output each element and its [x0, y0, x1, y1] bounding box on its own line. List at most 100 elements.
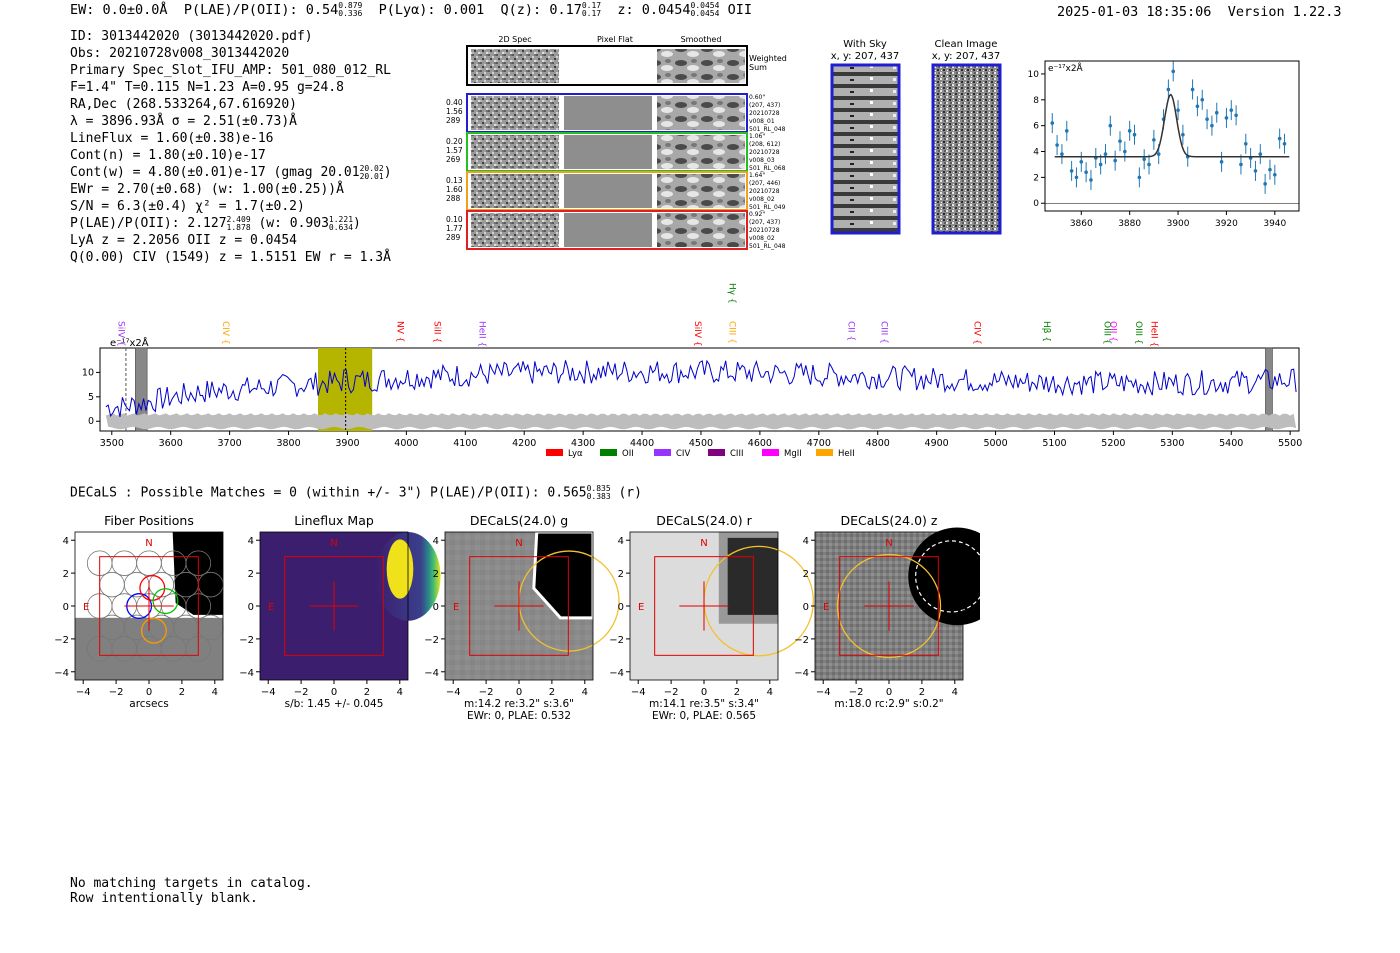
cutout-row-meta: (207, 437)	[749, 219, 780, 226]
spectrum-line-label: HeII {	[1149, 321, 1159, 347]
cutout-row-value: 269	[446, 155, 461, 164]
line-fit-point	[1118, 139, 1122, 143]
spectrum-mask-band	[135, 347, 148, 432]
line-fit-point	[1113, 158, 1117, 163]
line-fit-ylabel: e⁻¹⁷x2Å	[1048, 62, 1084, 74]
info-plae-w-lo: 0.634	[328, 222, 354, 232]
cutout-row-value: 289	[446, 116, 461, 125]
line-fit-point	[1243, 141, 1248, 146]
decals-xtick-label: 2	[179, 687, 185, 698]
line-fit-point	[1137, 175, 1142, 180]
spectrum-ytick-label: 5	[88, 392, 94, 403]
decals-ytick-label: 4	[433, 536, 439, 547]
spectrum-line-label: CIII {	[878, 321, 888, 344]
info-contw-hi: 20.02	[359, 163, 384, 173]
col-smoothed: Smoothed	[681, 35, 722, 44]
info-contw: Cont(w) = 4.80(±0.01)e-17 (gmag 20.01 20.…	[70, 163, 392, 181]
info-civ: Q(0.00) CIV (1549) z = 1.5151 EW r = 1.3…	[70, 250, 391, 265]
cutout-row-meta: 1.64"	[749, 172, 765, 179]
decals-z-source	[908, 527, 980, 626]
spectrum-line-label: CIV {	[220, 321, 230, 345]
header-qz-lo: 0.17	[581, 9, 602, 18]
east-label: E	[823, 602, 829, 613]
cutout-row-value: 1.77	[446, 224, 463, 233]
decals-xtick-label: 4	[212, 687, 218, 698]
line-fit-point	[1181, 132, 1185, 137]
line-fit-point	[1084, 170, 1088, 175]
legend-swatch	[816, 449, 833, 456]
cutout-row-meta: 501_RL_049	[749, 204, 786, 211]
north-label: N	[515, 538, 522, 549]
decals-ytick-label: 2	[618, 569, 624, 580]
line-fit-point	[1268, 167, 1272, 172]
line-fit-xtick-label: 3880	[1118, 219, 1141, 229]
decals-xtick-label: 2	[919, 687, 925, 698]
line-fit-point	[1263, 182, 1267, 186]
decals-ytick-label: 4	[618, 536, 624, 547]
cutout-smoothed	[657, 135, 745, 169]
weighted-sum-2d	[471, 49, 559, 83]
cutout-smoothed	[657, 174, 745, 208]
decals-caption: m:14.2 re:3.2" s:3.6"	[464, 698, 574, 710]
decals-panel: Lineflux Map N E −4 −4 −2 −2 0 0 2 2 4 4 s/b: 1.45 +/…	[239, 513, 441, 710]
fiber-highlight	[139, 574, 166, 601]
legend-label: HeII	[838, 449, 855, 459]
header-plae-lo: 0.336	[338, 9, 363, 18]
cutout-row-value: 0.20	[446, 137, 463, 146]
decals-ytick-label: 0	[63, 602, 69, 613]
line-fit-point	[1142, 157, 1146, 162]
line-fit-point	[1069, 169, 1074, 173]
info-lineflux: LineFlux = 1.60(±0.38)e-16	[70, 131, 274, 146]
spectrum-line-label: NV {	[395, 321, 405, 342]
spectrum-line-label: CIV {	[971, 321, 981, 345]
line-fit-point	[1098, 162, 1103, 167]
north-label: N	[145, 538, 152, 549]
east-label: E	[83, 602, 89, 613]
line-fit-point	[1234, 113, 1238, 118]
spectrum-line-label: OIII {	[1102, 321, 1112, 345]
line-fit-point	[1195, 104, 1200, 109]
line-fit-point	[1229, 108, 1234, 112]
east-label: E	[638, 602, 644, 613]
info-plae-w-hi: 1.221	[328, 214, 354, 224]
decals-xtick-label: 4	[397, 687, 403, 698]
spectrum-xtick-label: 4400	[630, 438, 654, 449]
line-fit-point	[1060, 152, 1064, 156]
spectrum-line-labels: SiIV {CIV {NV {SiII {HeII {SiIV {CIII {H…	[115, 283, 1158, 347]
decals-ytick-label: 4	[248, 536, 254, 547]
decals-xtick-label: 0	[701, 687, 707, 698]
search-box	[839, 556, 939, 656]
line-fit-xtick-label: 3940	[1263, 219, 1286, 229]
cutout-row-meta: 0.92"	[749, 211, 765, 218]
decals-ytick-label: 0	[248, 602, 254, 613]
header-version: Version 1.22.3	[1227, 4, 1342, 20]
cutout-row-value: 0.40	[446, 98, 463, 107]
decals-xtick-label: 0	[146, 687, 152, 698]
line-fit-xtick-label: 3900	[1167, 219, 1190, 229]
spectrum-xtick-label: 4500	[689, 438, 713, 449]
decals-panel-title: Fiber Positions	[104, 513, 194, 528]
spectrum-line-label: SiII {	[432, 321, 442, 343]
line-fit-point	[1214, 110, 1219, 115]
decals-xtick-label: −2	[479, 687, 494, 698]
spectrum-xtick-label: 3600	[159, 438, 183, 449]
search-box	[99, 556, 199, 656]
fiber-highlight	[140, 617, 167, 644]
spectrum-ytick-label: 0	[88, 416, 94, 427]
decals-panels: Fiber Positions N E −4 −4 −2 −2 0 0 2 2 4 4 arcsecs Li…	[54, 513, 980, 722]
info-block: ID: 3013442020 (3013442020.pdf) Obs: 202…	[70, 28, 392, 266]
decals-caption-2: EWr: 0, PLAE: 0.532	[467, 710, 571, 722]
spectrum-line-label: OII {	[1107, 321, 1117, 342]
spectrum-xtick-label: 5400	[1219, 438, 1243, 449]
spectrum-chart: SiIV {CIV {NV {SiII {HeII {SiIV {CIII {H…	[82, 283, 1302, 459]
decals-caption: m:14.1 re:3.5" s:3.4"	[649, 698, 759, 710]
decals-xtick-label: 4	[767, 687, 773, 698]
line-fit-point	[1219, 160, 1224, 164]
weighted-sum-label-1: Weighted	[749, 54, 787, 63]
with-sky-xy: x, y: 207, 437	[831, 51, 900, 62]
spectrum-xtick-label: 5000	[983, 438, 1007, 449]
line-fit-point	[1190, 87, 1195, 92]
spectrum-xtick-label: 4600	[748, 438, 772, 449]
info-lya: LyA z = 2.2056 OII z = 0.0454	[70, 233, 297, 248]
